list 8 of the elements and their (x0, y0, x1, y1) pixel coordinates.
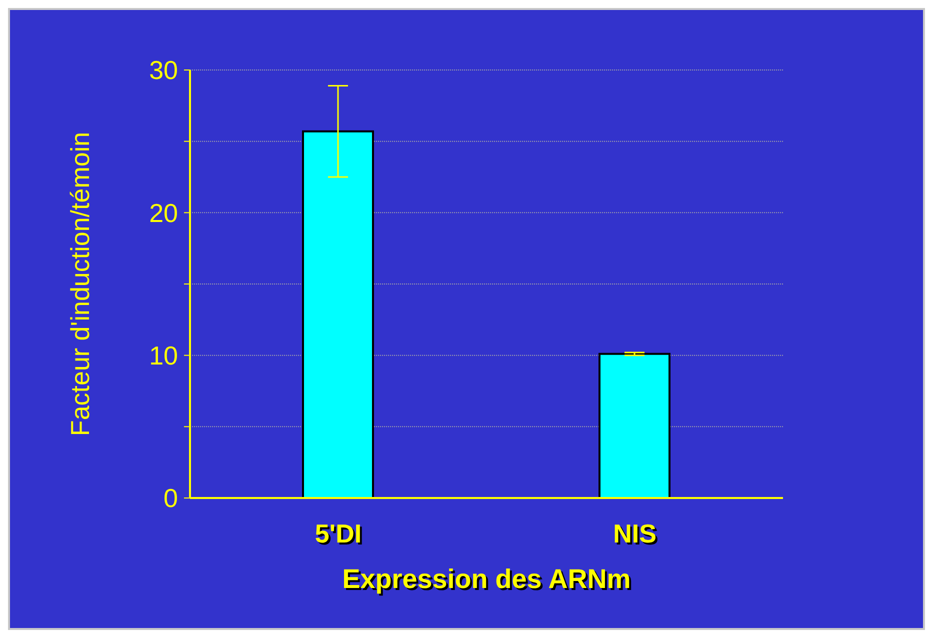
x-axis-title: Expression des ARNm (342, 564, 631, 594)
y-tick-label: 10 (149, 340, 178, 371)
y-tick-label: 0 (164, 483, 178, 514)
y-tick-label: 20 (149, 198, 178, 228)
y-tick-label: 30 (149, 55, 178, 86)
y-axis-title: Facteur d'induction/témoin (65, 132, 96, 436)
x-tick-label: 5'DI (314, 518, 362, 548)
x-tick-label: NIS (613, 518, 656, 548)
